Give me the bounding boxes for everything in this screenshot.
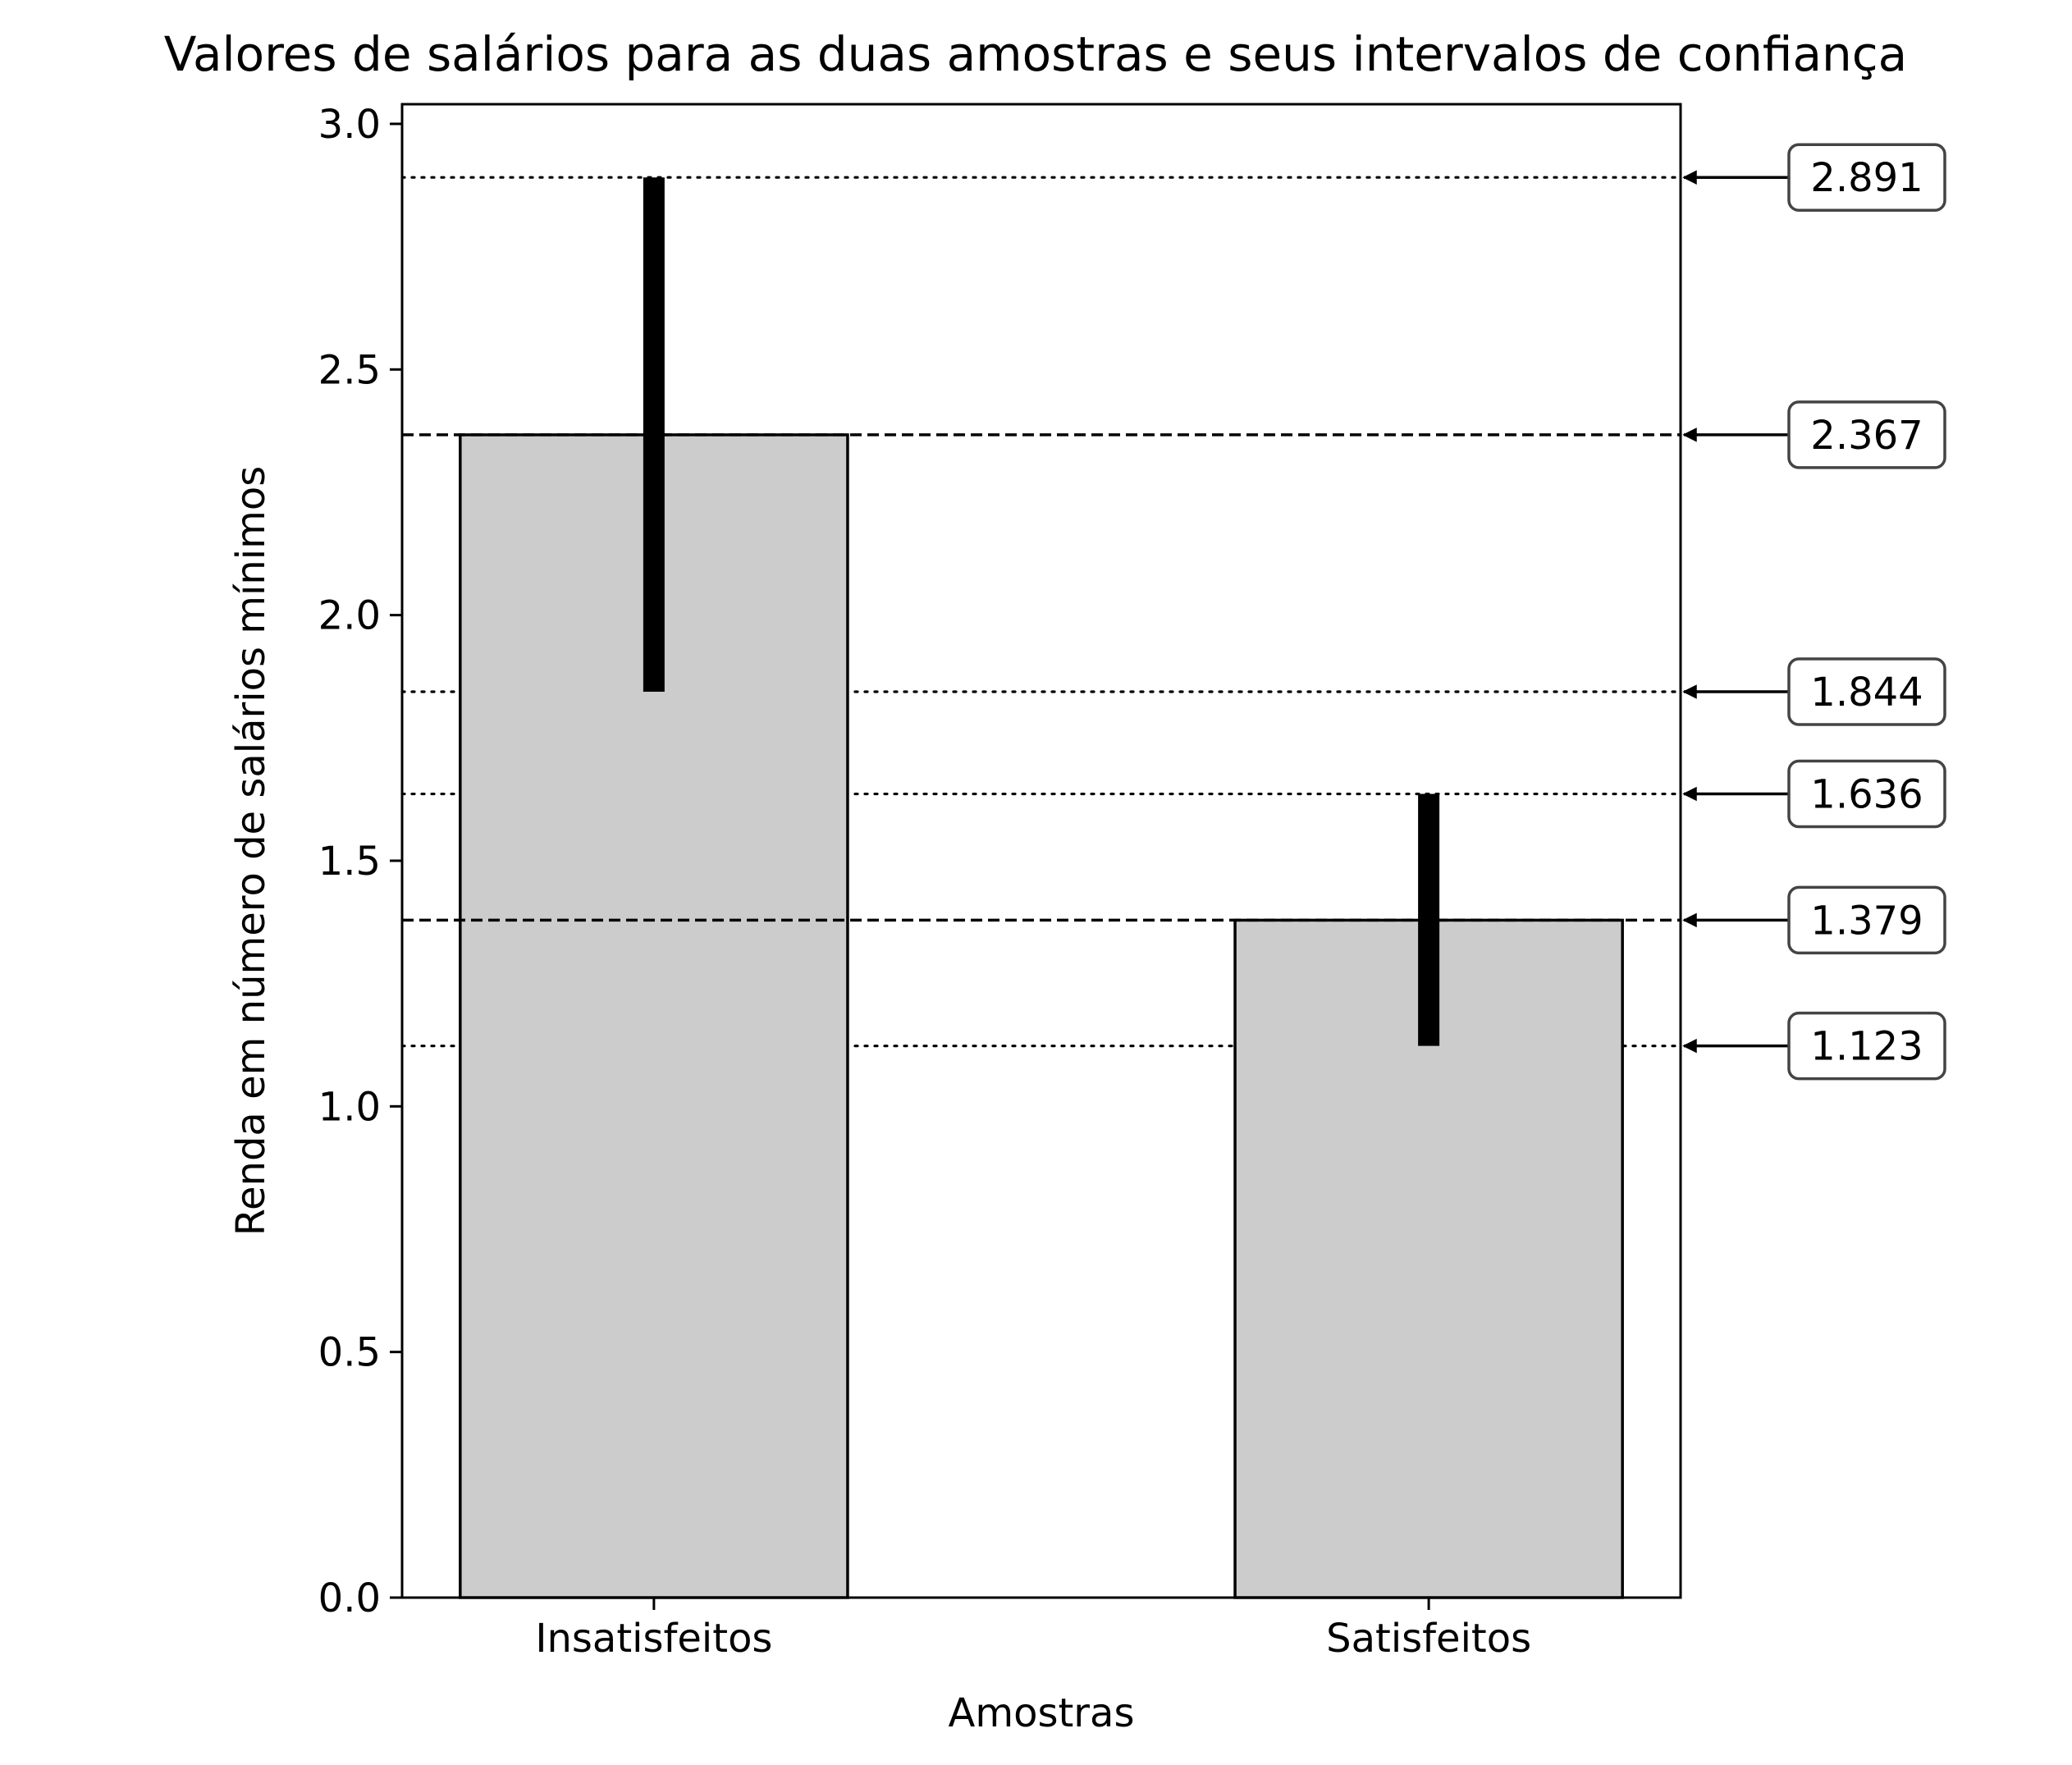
annotation-box xyxy=(1787,143,1946,212)
x-axis-label: Amostras xyxy=(949,1690,1135,1736)
annotation-value-label: 1.844 xyxy=(1810,670,1923,716)
annotation-box xyxy=(1787,400,1946,469)
x-axis-ticks: Insatisfeitos Satisfeitos xyxy=(535,1598,1531,1662)
mean-lines xyxy=(402,433,1681,922)
y-tick-label: 0.0 xyxy=(318,1575,381,1621)
x-tick-label: Insatisfeitos xyxy=(535,1616,772,1662)
error-bars xyxy=(643,177,1440,1046)
annotation-value-label: 2.891 xyxy=(1810,155,1923,201)
y-tick-label: 0.5 xyxy=(318,1330,381,1376)
value-annotations: 2.891 2.367 1.844 1.636 1.379 1.123 xyxy=(1682,143,1946,1081)
y-axis-ticks: 0.0 0.5 1.0 1.5 2.0 2.5 3.0 xyxy=(318,102,402,1621)
plot-frame xyxy=(400,103,1682,1599)
annotation-value-label: 1.379 xyxy=(1810,898,1923,944)
y-tick-label: 2.5 xyxy=(318,347,381,393)
annotation-value-label: 1.123 xyxy=(1810,1024,1923,1070)
x-tick-label: Satisfeitos xyxy=(1326,1616,1531,1662)
annotation-value-label: 1.636 xyxy=(1810,772,1923,818)
bars xyxy=(459,433,1624,1599)
annotation-box xyxy=(1787,885,1946,955)
y-tick-label: 3.0 xyxy=(318,102,381,148)
annotation-value-label: 2.367 xyxy=(1810,413,1923,459)
annotation-box xyxy=(1787,759,1946,829)
chart-title: Valores de salários para as duas amostra… xyxy=(164,26,1907,82)
annotation-box xyxy=(1787,657,1946,726)
y-tick-label: 1.5 xyxy=(318,839,381,885)
y-tick-label: 1.0 xyxy=(318,1084,381,1130)
annotation-box xyxy=(1787,1011,1946,1081)
y-tick-label: 2.0 xyxy=(318,593,381,639)
y-axis-label: Renda em número de salários mínimos xyxy=(228,466,274,1236)
